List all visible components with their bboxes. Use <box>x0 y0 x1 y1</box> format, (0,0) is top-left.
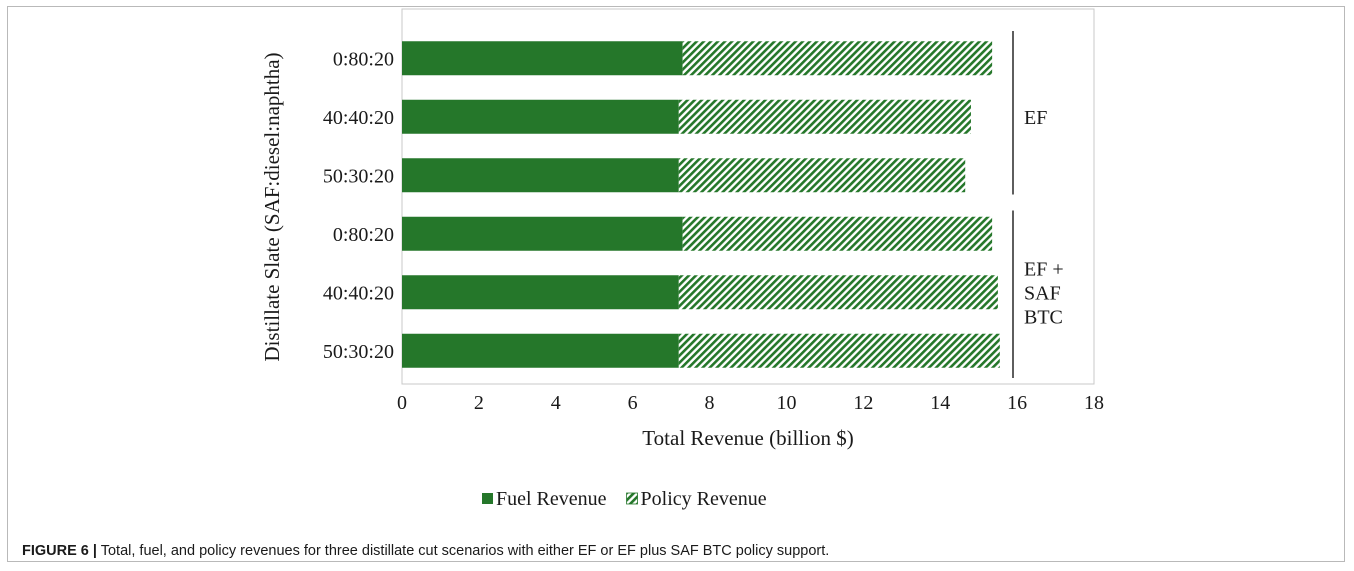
x-tick-label: 4 <box>551 392 561 414</box>
x-tick-label: 14 <box>930 392 950 414</box>
policy-revenue-bar <box>678 158 966 193</box>
policy-revenue-bar <box>678 99 971 134</box>
group-label: BTC <box>1024 306 1063 328</box>
policy-revenue-bar <box>682 41 993 76</box>
figure-frame: 0:80:20 40:40:20 50:30:20 0:80:20 40:40:20 50… <box>7 6 1345 562</box>
fuel-revenue-bar <box>402 216 683 251</box>
y-tick-label: 0:80:20 <box>333 224 394 246</box>
policy-revenue-bar <box>682 216 993 251</box>
x-tick-label: 6 <box>628 392 638 414</box>
x-tick-label: 12 <box>853 392 873 414</box>
fuel-revenue-bar <box>402 333 679 368</box>
x-tick-label: 16 <box>1007 392 1027 414</box>
y-tick-label: 40:40:20 <box>323 107 394 129</box>
y-tick-label: 50:30:20 <box>323 341 394 363</box>
legend-swatch-policy <box>626 492 638 505</box>
group-label: SAF <box>1024 282 1061 304</box>
caption-label: FIGURE 6 | <box>22 543 97 559</box>
legend-label-policy: Policy Revenue <box>641 488 767 510</box>
y-axis-title: Distillate Slate (SAF:diesel:naphtha) <box>260 52 284 361</box>
fuel-revenue-bar <box>402 41 683 76</box>
policy-revenue-bar <box>678 275 998 310</box>
revenue-chart: 0:80:20 40:40:20 50:30:20 0:80:20 40:40:20 50… <box>260 8 1104 510</box>
x-axis-title: Total Revenue (billion $) <box>642 426 853 450</box>
y-tick-label: 50:30:20 <box>323 165 394 187</box>
fuel-revenue-bar <box>402 275 679 310</box>
figure-caption: FIGURE 6 | Total, fuel, and policy reven… <box>22 543 1342 559</box>
x-tick-label: 10 <box>776 392 796 414</box>
group-label: EF <box>1024 107 1047 129</box>
legend-label-fuel: Fuel Revenue <box>496 488 607 510</box>
legend-swatch-fuel <box>482 493 493 504</box>
fuel-revenue-bar <box>402 158 679 193</box>
caption-text: Total, fuel, and policy revenues for thr… <box>96 543 830 559</box>
x-tick-label: 8 <box>705 392 715 414</box>
fuel-revenue-bar <box>402 99 679 134</box>
policy-revenue-bar <box>678 333 1000 368</box>
x-tick-label: 0 <box>397 392 407 414</box>
y-tick-label: 0:80:20 <box>333 48 394 70</box>
y-tick-label: 40:40:20 <box>323 282 394 304</box>
x-tick-label: 18 <box>1084 392 1104 414</box>
x-tick-label: 2 <box>474 392 484 414</box>
group-label: EF + <box>1024 258 1064 280</box>
